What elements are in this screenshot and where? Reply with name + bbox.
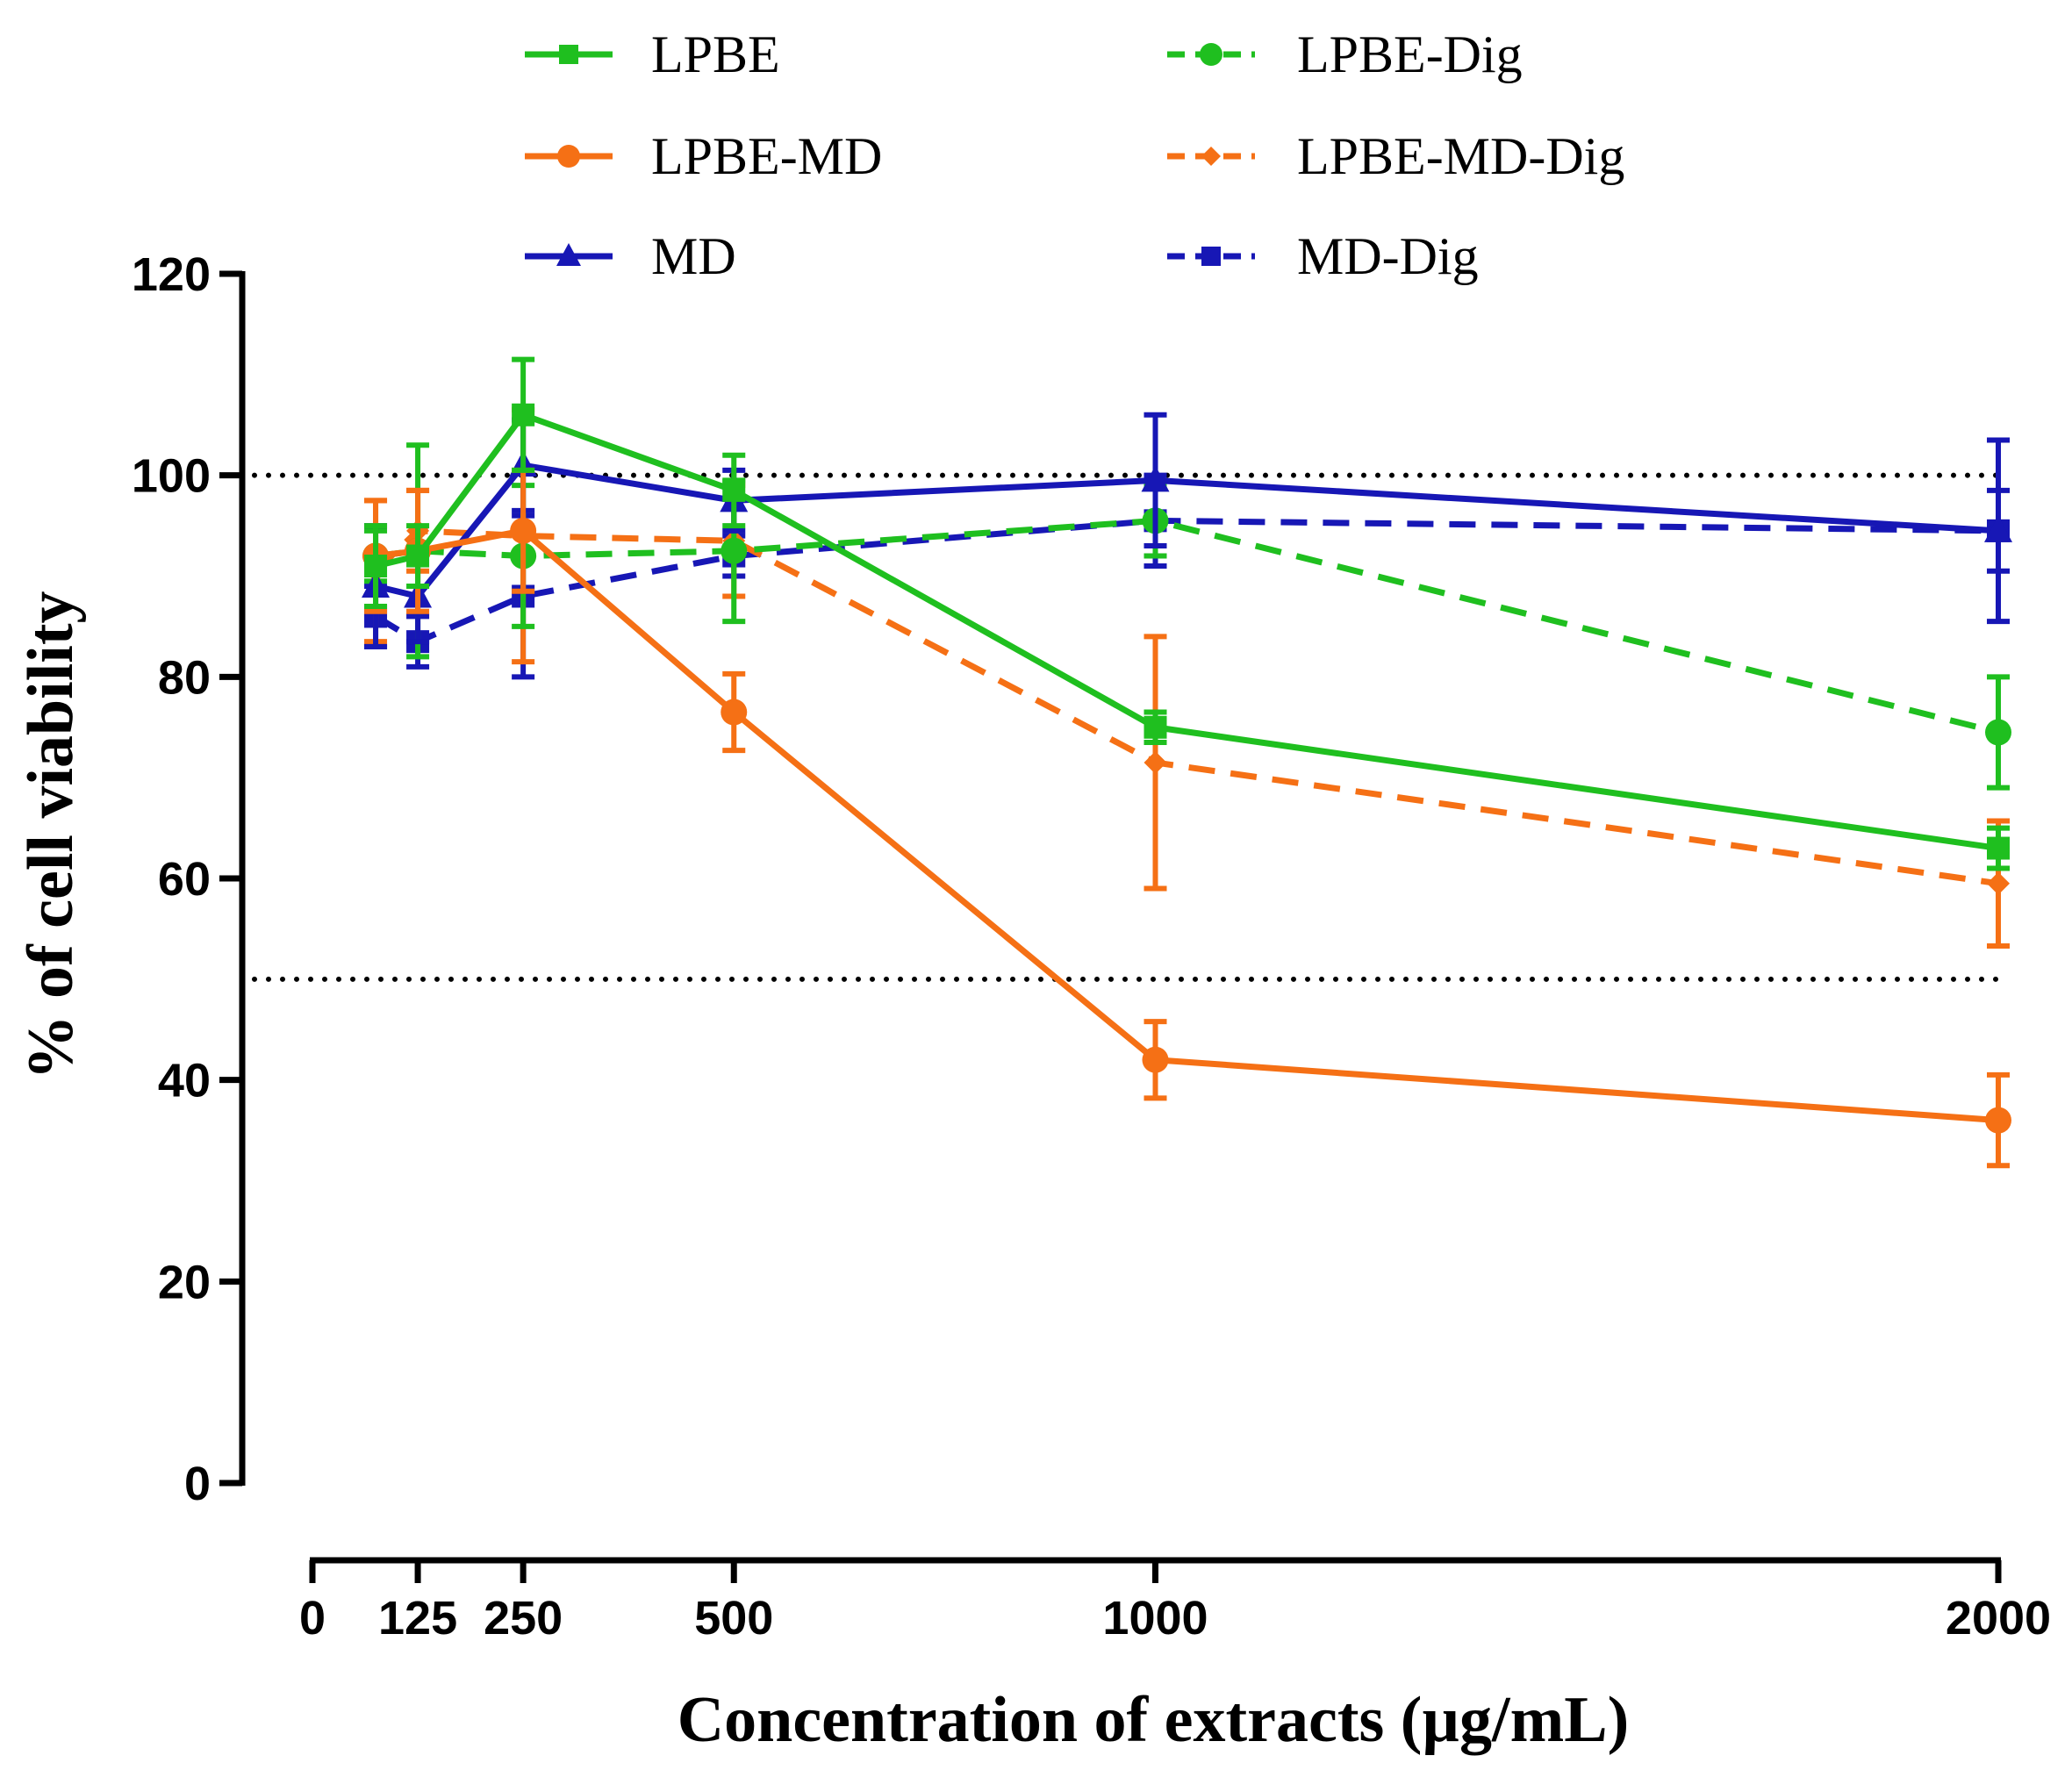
y-tick-label: 60 [158,853,211,906]
legend: LPBE LPBE-MD MD LPBE-Dig LPBE-MD-Dig MD-Dig [525,25,1624,285]
series-layer [362,360,2012,1166]
data-point [1987,872,2010,895]
series-lpbe-md [362,470,2011,1165]
x-tick-label: 125 [378,1592,457,1645]
legend-label: MD [651,227,736,285]
data-point [1985,1107,2011,1134]
legend-marker [557,145,580,168]
legend-marker [1201,147,1221,166]
legend-label: LPBE-Dig [1297,25,1523,83]
y-tick-label: 120 [132,248,211,301]
legend-label: MD-Dig [1297,227,1479,285]
legend-item-md-dig: MD-Dig [1167,227,1479,285]
y-tick-label: 0 [184,1458,211,1510]
legend-item-lpbe: LPBE [525,25,780,83]
data-point [722,479,745,502]
data-point [1143,1047,1169,1073]
legend-label: LPBE [651,25,780,83]
legend-label: LPBE-MD [651,127,882,185]
data-point [721,538,747,564]
series-lpbe [364,360,2010,869]
series-md-dig [364,476,2010,677]
data-point [1985,719,2011,745]
x-tick-label: 0 [299,1592,326,1645]
data-point [1144,716,1167,739]
x-tick-label: 250 [484,1592,563,1645]
legend-item-lpbe-md: LPBE-MD [525,127,882,185]
x-tick-label: 500 [694,1592,773,1645]
y-axis: 0 20 40 60 80 100 120 [132,248,242,1510]
x-axis: 0 125 250 500 1000 2000 [299,1560,2051,1645]
data-point [1987,837,2010,860]
series-line [376,531,1998,884]
data-point [1144,751,1167,774]
y-tick-label: 40 [158,1055,211,1107]
chart-canvas: 020406080100120 0 125 250 500 1000 2000 LPBEL… [0,0,2072,1770]
legend-item-lpbe-dig: LPBE-Dig [1167,25,1523,83]
legend-marker [559,45,578,64]
series-line [376,520,1998,732]
series-lpbe-dig [362,445,2011,787]
x-axis-title: Concentration of extracts (µg/mL) [678,1684,1630,1756]
legend-item-lpbe-md-dig: LPBE-MD-Dig [1167,127,1624,185]
series-line [376,531,1998,1121]
data-point [364,555,387,577]
data-point [721,699,747,726]
legend-item-md: MD [525,227,736,285]
legend-marker [1200,43,1222,66]
y-tick-label: 20 [158,1256,211,1308]
y-axis-title: % of cell viability [15,591,87,1080]
data-point [406,545,429,568]
data-point [510,518,536,544]
y-tick-label: 80 [158,651,211,704]
data-point [512,404,534,426]
legend-label: LPBE-MD-Dig [1297,127,1624,185]
x-tick-label: 2000 [1946,1592,2051,1645]
x-tick-label: 1000 [1102,1592,1208,1645]
y-tick-label: 100 [132,450,211,503]
series-lpbe-md-dig [364,410,2010,946]
legend-marker [1201,247,1221,266]
